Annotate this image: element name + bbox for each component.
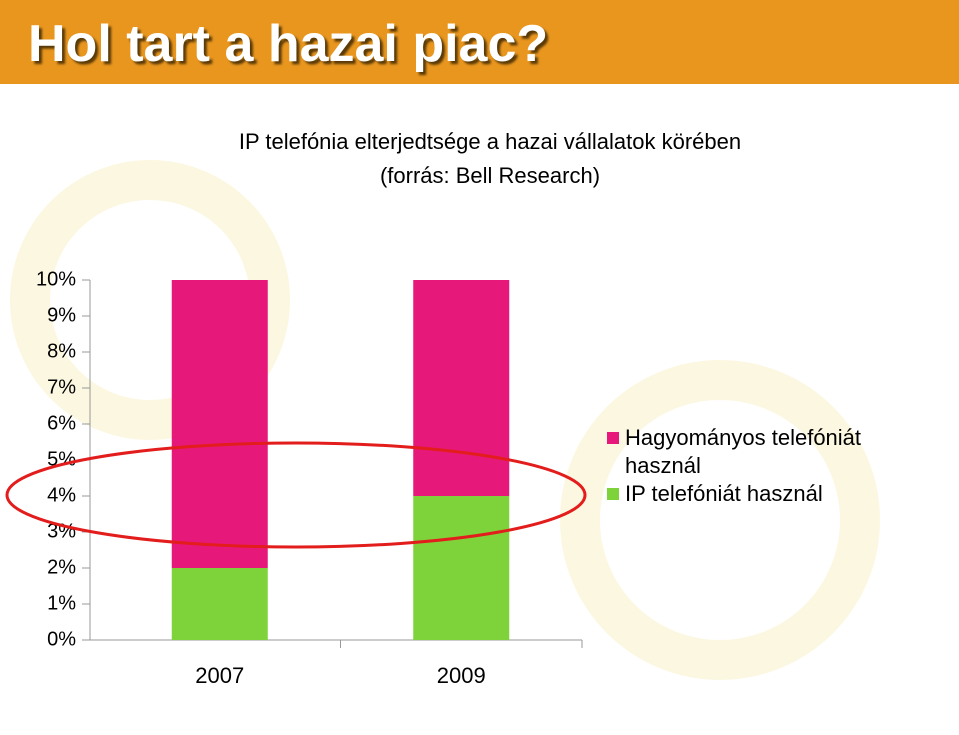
y-tick-label: 5% — [47, 448, 76, 470]
y-tick-label: 0% — [47, 628, 76, 650]
legend-item: IP telefóniát használ — [607, 480, 895, 508]
legend: Hagyományos telefóniát használ IP telefón… — [607, 424, 895, 508]
x-tick-label: 2007 — [195, 663, 244, 688]
chart-title: IP telefónia elterjedtsége a hazai válla… — [239, 129, 741, 154]
legend-label: IP telefóniát használ — [625, 481, 823, 506]
y-tick-label: 6% — [47, 412, 76, 434]
bar-segment — [413, 280, 510, 496]
x-tick-label: 2009 — [437, 663, 486, 688]
legend-label: Hagyományos telefóniát használ — [625, 425, 862, 478]
legend-swatch — [607, 488, 619, 500]
y-tick-label: 2% — [47, 556, 76, 578]
legend-swatch — [607, 432, 619, 444]
swirl — [560, 360, 880, 680]
slide-title: Hol tart a hazai piac? — [28, 15, 549, 73]
y-tick-label: 10% — [36, 268, 76, 290]
bar-segment — [413, 496, 510, 640]
legend-item: Hagyományos telefóniát használ — [607, 424, 895, 480]
bar-segment — [171, 280, 268, 568]
highlight-ellipse — [5, 441, 587, 549]
y-tick-label: 9% — [47, 304, 76, 326]
y-tick-label: 1% — [47, 592, 76, 614]
y-tick-label: 8% — [47, 340, 76, 362]
y-tick-label: 7% — [47, 376, 76, 398]
header-bar: Hol tart a hazai piac? — [0, 0, 959, 84]
decoration — [10, 160, 880, 680]
bar-segment — [171, 568, 268, 640]
y-tick-label: 4% — [47, 484, 76, 506]
swirl — [10, 160, 290, 440]
chart-subtitle: (forrás: Bell Research) — [380, 163, 600, 188]
